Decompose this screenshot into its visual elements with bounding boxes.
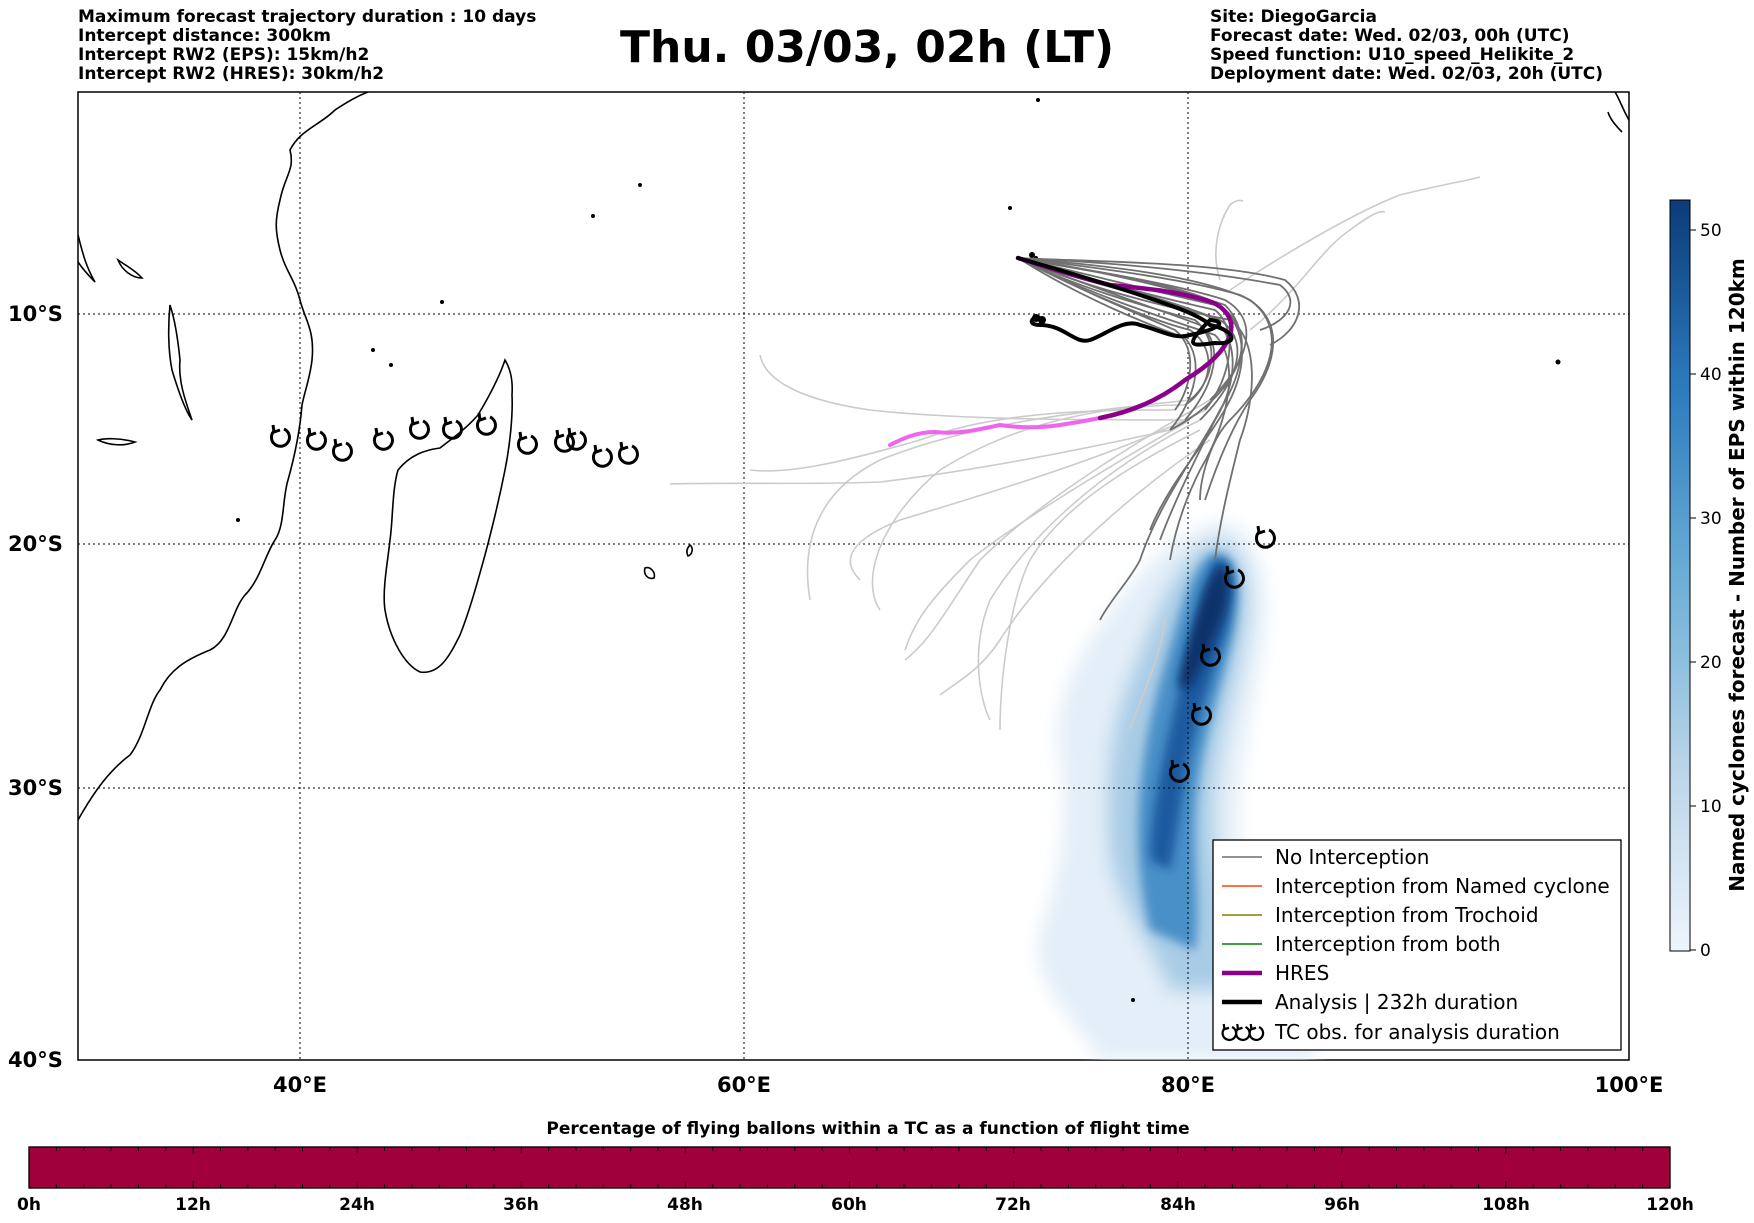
timeline-label-84h: 84h: [1160, 1195, 1196, 1215]
colorbar-title: Named cyclones forecast - Number of EPS …: [1725, 258, 1749, 892]
forecast-parameters: Maximum forecast trajectory duration : 1…: [78, 8, 536, 84]
lat-label-20s: 20°S: [8, 532, 63, 556]
lon-label-80e: 80°E: [1161, 1073, 1215, 1097]
latitude-labels: 10°S 20°S 30°S 40°S: [8, 302, 63, 1072]
density-colorbar: 0 10 20 30 40 50 Named cyclones forecast…: [1669, 199, 1749, 961]
colorbar-tick-40: 40: [1700, 365, 1722, 385]
legend-no-interception: No Interception: [1275, 845, 1429, 869]
graticule: [78, 92, 1629, 1060]
coastlines: [78, 92, 1629, 821]
param-intercept-distance: Intercept distance: 300km: [78, 26, 331, 46]
flight-time-bar: Percentage of flying ballons within a TC…: [17, 1119, 1694, 1215]
deployment-info: Site: DiegoGarcia Forecast date: Wed. 02…: [1210, 8, 1603, 84]
forecast-date: Forecast date: Wed. 02/03, 00h (UTC): [1210, 26, 1570, 46]
timeline-label-0h: 0h: [17, 1195, 41, 1215]
timeline-label-96h: 96h: [1324, 1195, 1360, 1215]
timeline-label-12h: 12h: [175, 1195, 211, 1215]
analysis-trajectory: [1016, 256, 1234, 347]
map-title: Thu. 03/03, 02h (LT): [620, 22, 1115, 73]
legend-analysis: Analysis | 232h duration: [1275, 990, 1518, 1014]
legend-hres: HRES: [1275, 961, 1329, 985]
legend-trochoid: Interception from Trochoid: [1275, 903, 1539, 927]
timeline-label-108h: 108h: [1482, 1195, 1530, 1215]
timeline-label-60h: 60h: [831, 1195, 867, 1215]
site-name: Site: DiegoGarcia: [1210, 7, 1377, 27]
colorbar-tick-30: 30: [1700, 509, 1722, 529]
lon-label-100e: 100°E: [1595, 1073, 1664, 1097]
deployment-date: Deployment date: Wed. 02/03, 20h (UTC): [1210, 64, 1604, 84]
colorbar-gradient: [1669, 199, 1691, 952]
legend-both: Interception from both: [1275, 932, 1501, 956]
lat-label-30s: 30°S: [8, 776, 63, 800]
colorbar-tick-50: 50: [1700, 221, 1722, 241]
eps-trajectories-faded: [669, 176, 1481, 731]
timeline-label-36h: 36h: [503, 1195, 539, 1215]
legend-named-cyclone: Interception from Named cyclone: [1275, 874, 1610, 898]
cyclone-density-field: [1038, 522, 1320, 1060]
timeline-label-24h: 24h: [339, 1195, 375, 1215]
timeline-title: Percentage of flying ballons within a TC…: [546, 1119, 1189, 1139]
lat-label-10s: 10°S: [8, 302, 63, 326]
timeline-label-72h: 72h: [995, 1195, 1031, 1215]
param-duration: Maximum forecast trajectory duration : 1…: [78, 7, 537, 27]
timeline-label-120h: 120h: [1646, 1195, 1694, 1215]
legend-tc-obs: TC obs. for analysis duration: [1274, 1020, 1560, 1044]
colorbar-tick-10: 10: [1700, 797, 1722, 817]
param-intercept-hres: Intercept RW2 (HRES): 30km/h2: [78, 64, 385, 84]
colorbar-tick-0: 0: [1700, 941, 1711, 961]
lon-label-40e: 40°E: [273, 1073, 327, 1097]
lon-label-60e: 60°E: [717, 1073, 771, 1097]
map-legend: No Interception Interception from Named …: [1212, 839, 1622, 1051]
eps-trajectories: [1017, 257, 1301, 621]
map-content: No Interception Interception from Named …: [78, 92, 1629, 1060]
speed-function: Speed function: U10_speed_Helikite_2: [1210, 45, 1575, 65]
colorbar-tick-20: 20: [1700, 653, 1722, 673]
timeline-label-48h: 48h: [667, 1195, 703, 1215]
lat-label-40s: 40°S: [8, 1048, 63, 1072]
longitude-labels: 40°E 60°E 80°E 100°E: [273, 1073, 1663, 1097]
param-intercept-eps: Intercept RW2 (EPS): 15km/h2: [78, 45, 370, 65]
